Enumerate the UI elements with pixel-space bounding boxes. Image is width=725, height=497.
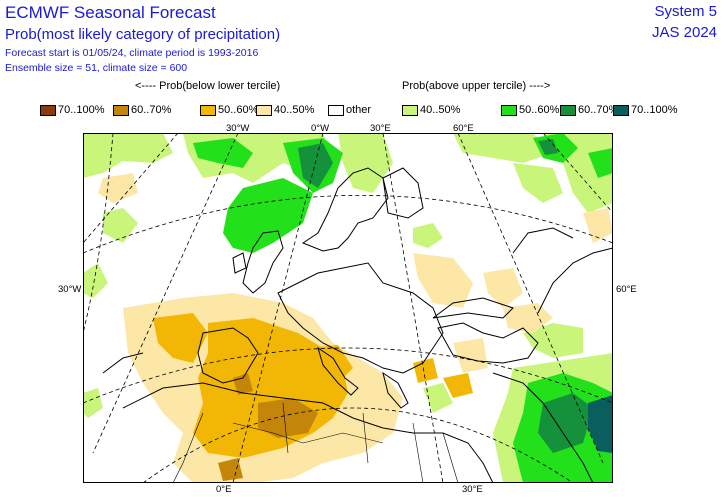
legend-label: 60..70% bbox=[578, 104, 619, 116]
lon-label-top-0w: 0°W bbox=[311, 123, 330, 134]
legend-item: 70..100% bbox=[40, 101, 104, 119]
legend-item: 50..60% bbox=[200, 101, 258, 119]
legend-item: 70..100% bbox=[613, 101, 677, 119]
legend-swatch bbox=[328, 104, 344, 116]
legend-swatch bbox=[113, 104, 129, 116]
lon-label-bottom-30e: 30°E bbox=[462, 484, 483, 495]
legend-item: 60..70% bbox=[560, 101, 618, 119]
legend-above-caption: Prob(above upper tercile) ----> bbox=[402, 80, 551, 92]
legend-label: 70..100% bbox=[58, 104, 105, 116]
legend-label: 40..50% bbox=[420, 104, 461, 116]
lon-label-right-60e: 60°E bbox=[616, 284, 637, 295]
legend-swatch bbox=[560, 104, 576, 116]
ensemble-size-info: Ensemble size = 51, climate size = 600 bbox=[5, 62, 188, 74]
lon-label-top-60e: 60°E bbox=[453, 123, 474, 134]
legend-item: 40..50% bbox=[256, 101, 314, 119]
lon-label-left-30w: 30°W bbox=[58, 284, 82, 295]
legend-item: 60..70% bbox=[113, 101, 171, 119]
forecast-start-info: Forecast start is 01/05/24, climate peri… bbox=[5, 47, 259, 59]
legend-swatch bbox=[501, 104, 517, 116]
legend-swatch bbox=[40, 104, 56, 116]
map-frame bbox=[83, 133, 613, 483]
legend-label: 50..60% bbox=[519, 104, 560, 116]
above-60-70-regions bbox=[298, 139, 593, 453]
above-70-100-regions bbox=[588, 395, 613, 453]
legend-label: 60..70% bbox=[131, 104, 172, 116]
below-60-70-regions bbox=[218, 373, 318, 481]
legend-swatch bbox=[256, 104, 272, 116]
chart-subtitle: Prob(most likely category of precipitati… bbox=[5, 26, 281, 43]
legend-swatch bbox=[402, 104, 418, 116]
legend-below-caption: <---- Prob(below lower tercile) bbox=[135, 80, 281, 92]
legend-label: 50..60% bbox=[218, 104, 259, 116]
lon-label-bottom-0e: 0°E bbox=[216, 484, 232, 495]
system-label: System 5 bbox=[654, 3, 717, 20]
legend-item: other bbox=[328, 101, 371, 119]
graticule bbox=[83, 133, 613, 483]
legend-item: 40..50% bbox=[402, 101, 460, 119]
legend-swatch bbox=[200, 104, 216, 116]
page-title: ECMWF Seasonal Forecast bbox=[5, 3, 216, 22]
legend-label: other bbox=[346, 104, 372, 116]
legend-item: 50..60% bbox=[501, 101, 559, 119]
lon-label-top-30e: 30°E bbox=[370, 123, 391, 134]
country-borders bbox=[172, 402, 459, 483]
precipitation-map bbox=[83, 133, 613, 483]
legend: 70..100% 60..70% 50..60% 40..50% other 40..50… bbox=[40, 101, 700, 119]
coastlines bbox=[102, 167, 613, 483]
legend-swatch bbox=[613, 104, 629, 116]
lon-label-top-30w: 30°W bbox=[226, 123, 250, 134]
season-label: JAS 2024 bbox=[651, 24, 717, 41]
legend-label: 40..50% bbox=[274, 104, 315, 116]
legend-label: 70..100% bbox=[631, 104, 678, 116]
